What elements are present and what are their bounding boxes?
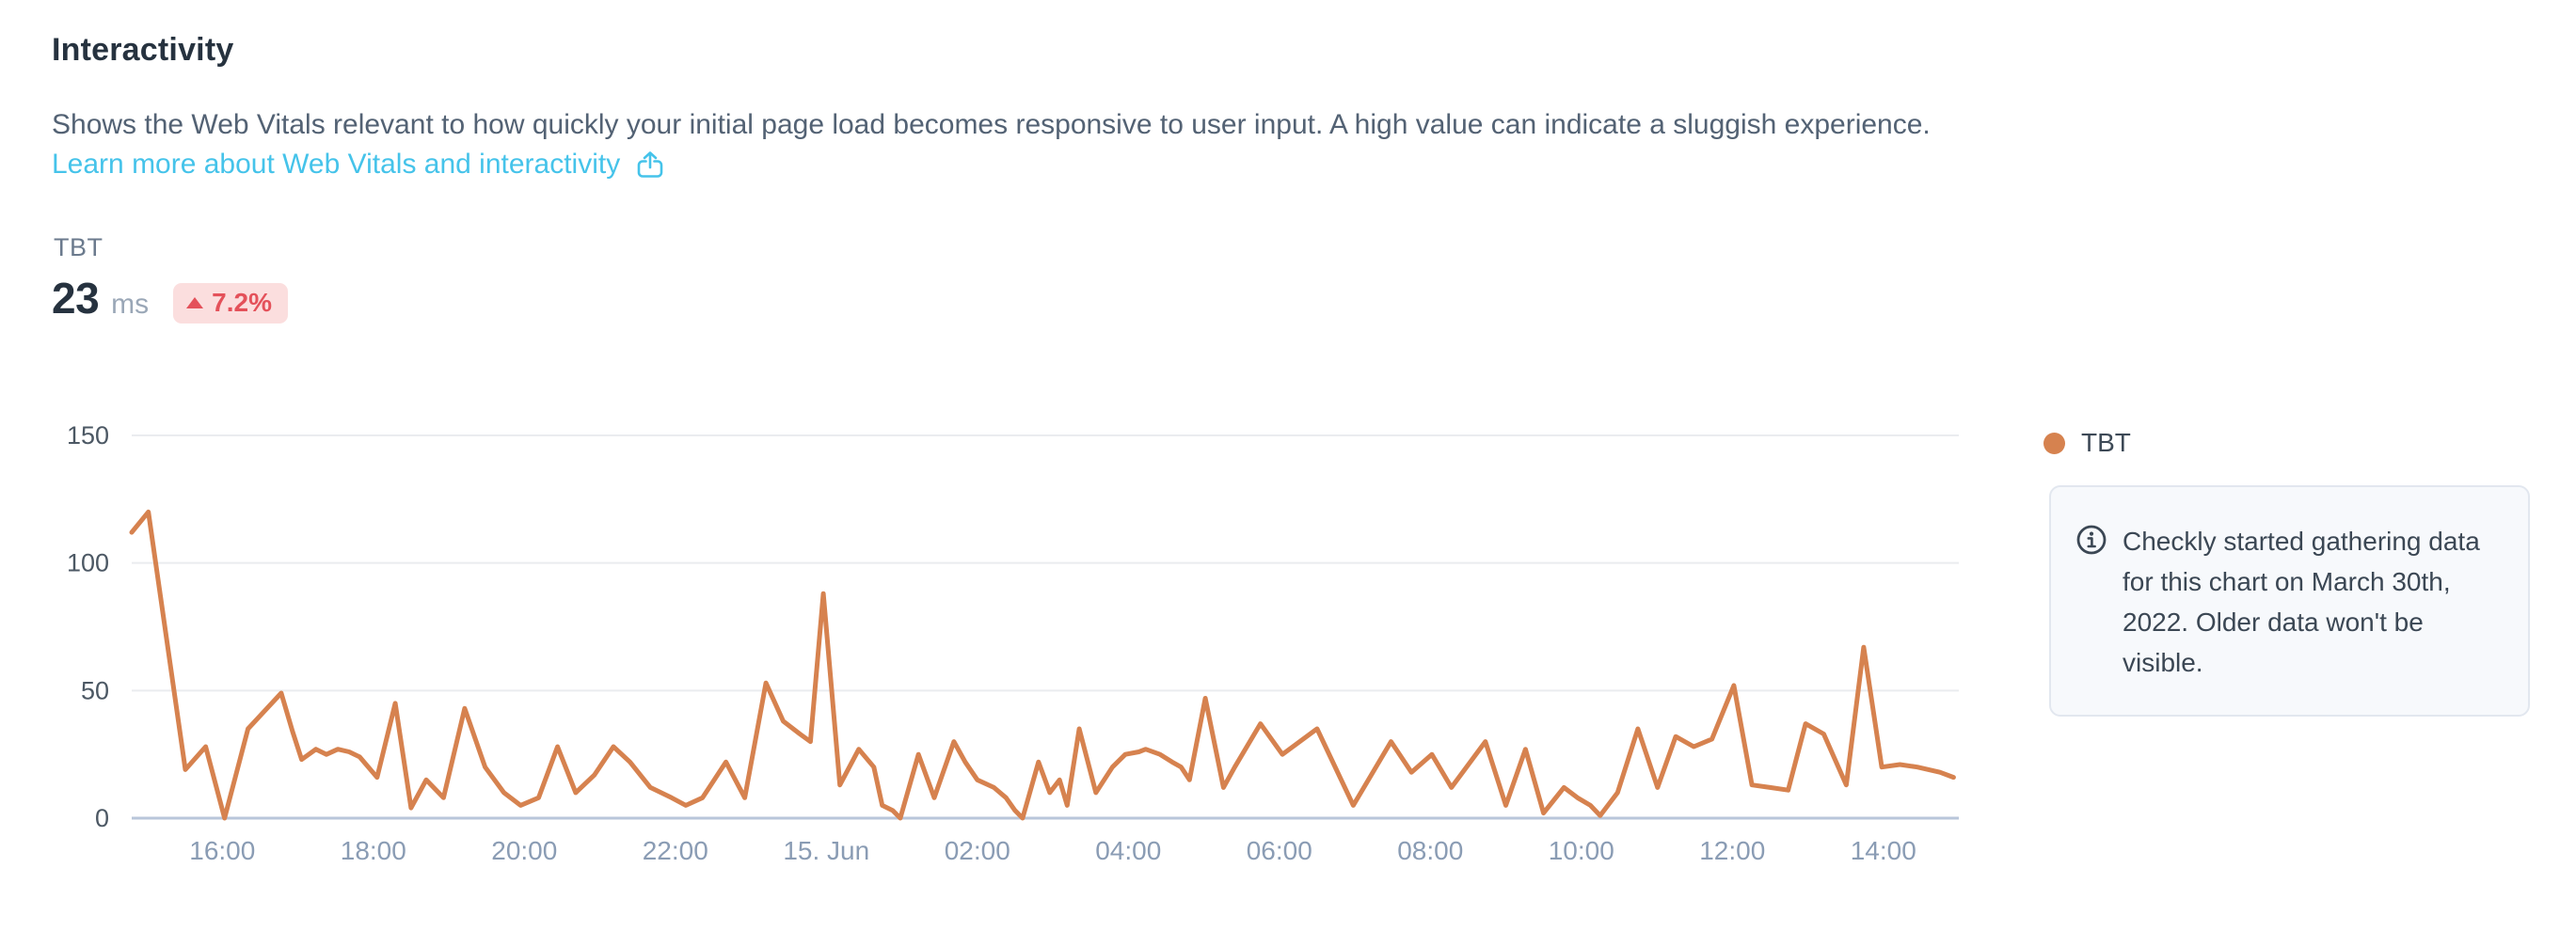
info-box-text: Checkly started gathering data for this … — [2123, 521, 2480, 683]
metric-unit: ms — [111, 289, 150, 320]
legend-swatch-tbt — [2043, 432, 2065, 454]
x-tick-label: 02:00 — [945, 836, 1010, 865]
metric-label: TBT — [54, 233, 103, 261]
delta-up-icon — [186, 296, 204, 308]
y-tick-label: 50 — [81, 676, 109, 704]
delta-badge: 7.2% — [173, 282, 288, 323]
x-tick-label: 20:00 — [491, 836, 557, 865]
x-tick-label: 15. Jun — [783, 836, 869, 865]
x-tick-label: 18:00 — [341, 836, 406, 865]
y-tick-label: 100 — [67, 549, 109, 577]
info-box-line: visible. — [2123, 648, 2203, 677]
external-share-icon — [637, 151, 663, 178]
tbt-series-line — [129, 509, 1956, 821]
learn-more-link[interactable]: Learn more about Web Vitals and interact… — [52, 149, 665, 181]
panel-description: Shows the Web Vitals relevant to how qui… — [52, 109, 1931, 140]
learn-more-link-label: Learn more about Web Vitals and interact… — [52, 149, 621, 180]
tbt-chart-svg[interactable]: 0 50 100 150 16:00 18:00 20:00 22:00 15. Jun 02:0… — [0, 404, 2032, 893]
x-tick-label: 16:00 — [189, 836, 255, 865]
y-tick-label: 0 — [95, 804, 109, 832]
info-icon — [2076, 525, 2107, 555]
info-box: Checkly started gathering data for this … — [2049, 485, 2530, 717]
y-tick-label: 150 — [67, 421, 109, 450]
metric-value: 23 — [52, 274, 100, 323]
page-title: Interactivity — [52, 32, 234, 68]
x-tick-label: 10:00 — [1549, 836, 1614, 865]
x-tick-label: 22:00 — [643, 836, 708, 865]
legend-label-tbt: TBT — [2081, 428, 2131, 457]
metric-row: 23 ms 7.2% — [52, 273, 288, 323]
info-box-line: Checkly started gathering data — [2123, 527, 2480, 556]
x-tick-label: 12:00 — [1699, 836, 1765, 865]
tbt-line-chart[interactable]: 0 50 100 150 16:00 18:00 20:00 22:00 15. Jun 02:0… — [0, 404, 2032, 893]
x-tick-label: 04:00 — [1095, 836, 1161, 865]
chart-legend[interactable]: TBT — [2043, 428, 2131, 458]
delta-value: 7.2% — [212, 287, 272, 317]
x-tick-label: 06:00 — [1247, 836, 1312, 865]
x-tick-label: 08:00 — [1397, 836, 1463, 865]
info-box-line: 2022. Older data won't be — [2123, 608, 2424, 637]
x-tick-label: 14:00 — [1851, 836, 1916, 865]
info-box-line: for this chart on March 30th, — [2123, 567, 2451, 596]
